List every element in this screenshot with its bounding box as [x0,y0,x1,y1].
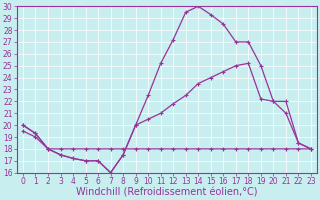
X-axis label: Windchill (Refroidissement éolien,°C): Windchill (Refroidissement éolien,°C) [76,187,258,197]
